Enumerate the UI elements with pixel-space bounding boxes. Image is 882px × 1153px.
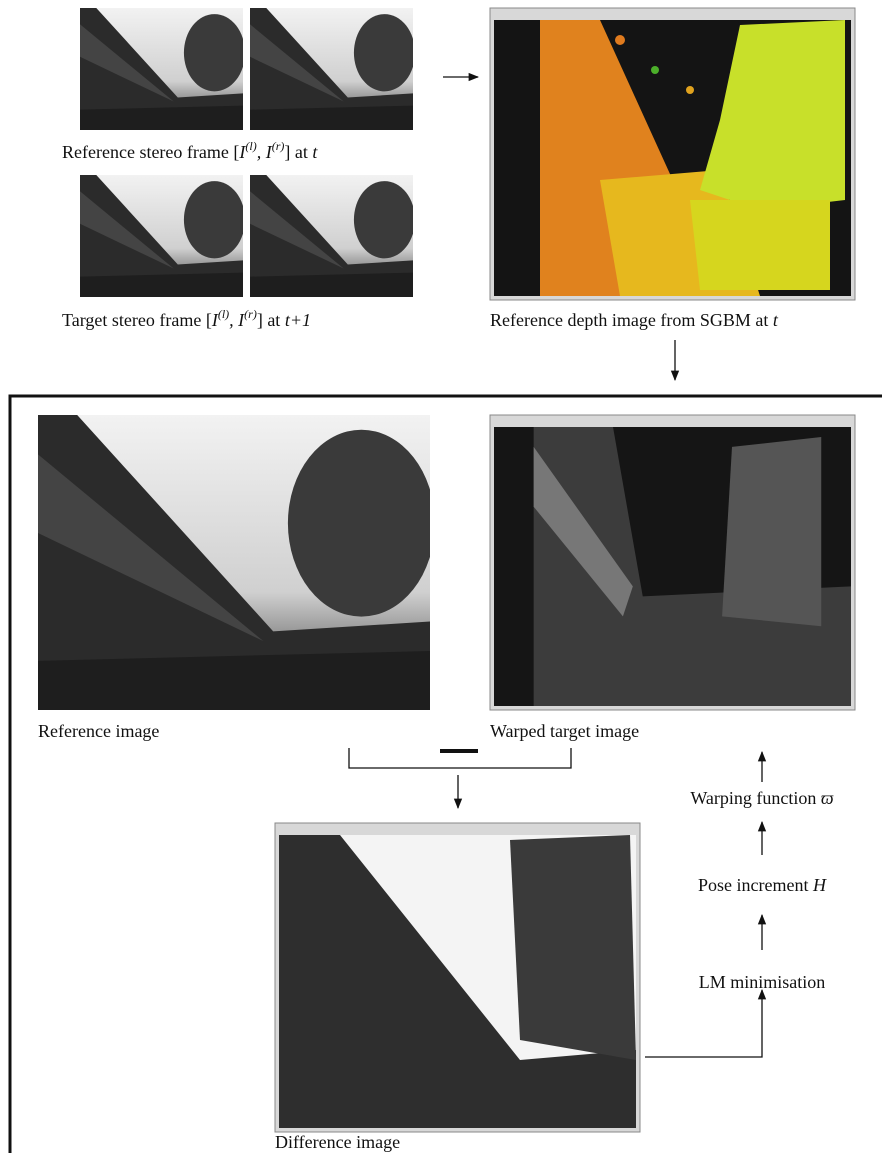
warped-image	[490, 415, 855, 710]
ref-left-image	[80, 8, 245, 130]
reference-image	[38, 415, 435, 710]
depth-image	[490, 8, 855, 300]
target-stereo-caption: Target stereo frame [I(l), I(r)] at t+1	[62, 307, 311, 330]
target-left-image	[80, 175, 245, 297]
lm-step: LM minimisation	[699, 972, 826, 992]
reference-caption: Reference image	[38, 721, 159, 741]
diagram: Reference stereo frame [I(l), I(r)] at t…	[0, 0, 882, 1153]
depth-caption: Reference depth image from SGBM at t	[490, 310, 779, 330]
ref-stereo-caption: Reference stereo frame [I(l), I(r)] at t	[62, 139, 318, 162]
difference-caption: Difference image	[275, 1132, 400, 1152]
warped-caption: Warped target image	[490, 721, 639, 741]
pose-step: Pose increment H	[698, 875, 827, 895]
target-right-image	[250, 175, 415, 297]
difference-image	[275, 823, 640, 1132]
warp-step: Warping function ϖ	[690, 788, 834, 808]
ref-right-image	[250, 8, 415, 130]
arrow	[645, 990, 762, 1057]
